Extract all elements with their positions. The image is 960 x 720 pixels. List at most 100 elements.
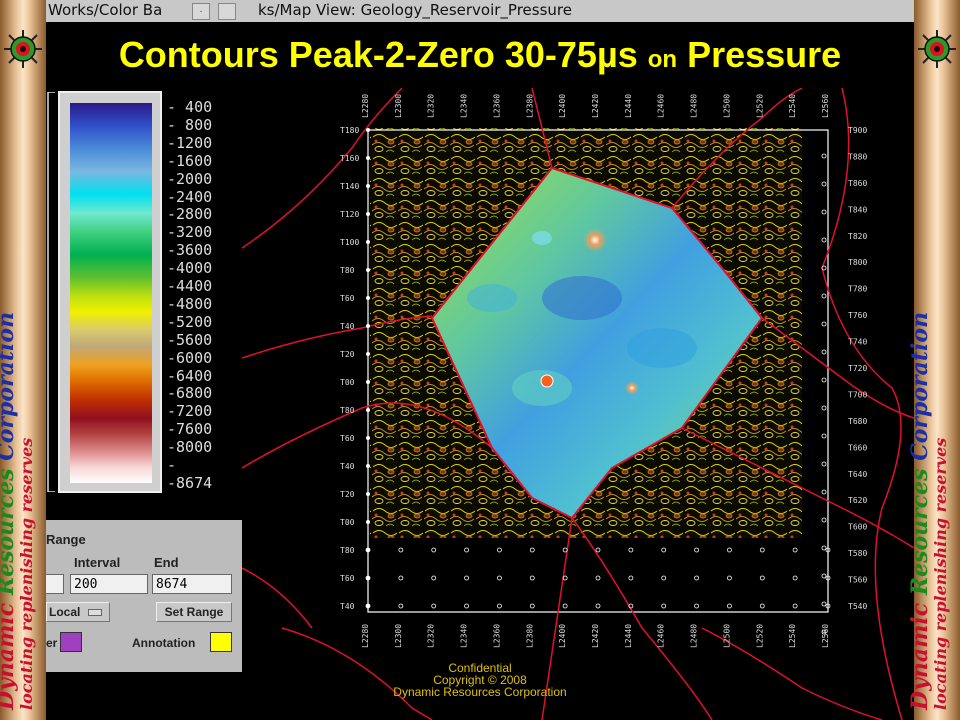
trace-label: T120: [340, 210, 359, 219]
colorbar-tick-label: -8000: [167, 438, 213, 457]
colorbar-tick-label: - 400: [167, 98, 213, 116]
contour-color-swatch[interactable]: [60, 632, 82, 652]
grid-point: [562, 603, 568, 609]
line-label: L2480: [690, 624, 699, 648]
trace-label: T820: [848, 232, 867, 241]
line-label: L2560: [821, 624, 830, 648]
window-title-bar[interactable]: Works/Color Ba · ks/Map View: Geology_Re…: [46, 0, 914, 23]
range-title: Range: [46, 532, 86, 547]
trace-label: T40: [340, 322, 355, 331]
grid-point: [821, 545, 827, 551]
trace-label: T20: [340, 490, 355, 499]
grid-point: [366, 520, 370, 524]
end-label: End: [154, 555, 179, 570]
grid-point: [366, 156, 370, 160]
grid-point: [366, 352, 370, 356]
line-label: L2460: [657, 94, 666, 118]
start-input[interactable]: [46, 574, 64, 594]
colorbar-window-title: Works/Color Ba: [48, 1, 163, 19]
grid-points: [365, 128, 831, 635]
grid-point: [366, 492, 370, 496]
grid-point: [595, 547, 601, 553]
grid-point: [821, 153, 827, 159]
trace-label: T600: [848, 523, 867, 532]
grid-point: [759, 603, 765, 609]
line-label: L2420: [591, 94, 600, 118]
trace-label: T40: [340, 602, 355, 611]
grid-point: [792, 575, 798, 581]
colorbar-tick-label: -6800: [167, 384, 213, 403]
scope-select[interactable]: Local: [46, 602, 110, 622]
line-label: L2360: [492, 94, 501, 118]
grid-point: [464, 603, 469, 609]
trace-label: T900: [848, 126, 867, 135]
grid-point: [792, 547, 798, 553]
grid-point: [366, 436, 370, 440]
scope-select-value: Local: [49, 605, 81, 619]
grid-point: [825, 575, 831, 581]
grid-point: [366, 604, 370, 608]
line-label: L2320: [427, 624, 436, 648]
set-range-button[interactable]: Set Range: [156, 602, 232, 622]
grid-point: [821, 405, 827, 411]
grid-point: [398, 547, 404, 553]
brand-tagline: locating replenishing reserves: [931, 437, 950, 710]
grid-point: [366, 548, 370, 552]
trace-label: T720: [848, 364, 867, 373]
colorbar-tick-label: -7200: [167, 402, 213, 421]
grid-point: [366, 380, 370, 384]
window-minimize-button[interactable]: [218, 3, 236, 20]
interval-input[interactable]: 200: [70, 574, 148, 594]
grid-point: [821, 321, 827, 327]
grid-point: [727, 575, 732, 581]
grid-point: [366, 268, 370, 272]
grid-point: [821, 461, 827, 467]
trace-label: T00: [340, 378, 355, 387]
colorbar-tick-label: -4000: [167, 259, 213, 278]
grid-point: [497, 547, 502, 553]
colorbar-tick-label: -1600: [167, 151, 213, 170]
grid-point: [821, 433, 827, 439]
line-label: L2360: [492, 624, 501, 648]
grid-point: [398, 603, 404, 609]
colorbar-tick-label: -: [167, 456, 177, 474]
grid-point: [562, 575, 568, 581]
line-label: L2420: [591, 624, 600, 648]
grid-point: [529, 547, 535, 553]
line-label: L2280: [361, 624, 370, 648]
window-menu-button[interactable]: ·: [192, 3, 210, 20]
line-labels-left: T180 T160 T140 T120 T100 T80 T60 T40 T20 T00 T80 T6…: [340, 126, 359, 611]
annotation-color-swatch[interactable]: [210, 632, 232, 652]
grid-point: [595, 575, 601, 581]
map-window-title: ks/Map View: Geology_Reservoir_Pressure: [258, 1, 572, 19]
colorbar-tick-label: -6000: [167, 348, 213, 367]
grid-point: [661, 547, 667, 553]
grid-point: [431, 547, 437, 553]
colorbar-tick-label: - 800: [167, 115, 213, 134]
trace-label: T540: [848, 602, 867, 611]
trace-label: T660: [848, 443, 867, 452]
trace-label: T80: [340, 546, 355, 555]
grid-point: [694, 575, 699, 581]
line-label: L2380: [525, 94, 534, 118]
map-view[interactable]: L2280 L2300 L2320 L2340 L2360 L2380 L2400 L2420…: [242, 88, 914, 720]
trace-label: T00: [340, 518, 355, 527]
grid-point: [821, 629, 827, 635]
annotation-label: Annotation: [132, 636, 196, 650]
grid-point: [694, 603, 699, 609]
trace-label: T620: [848, 496, 867, 505]
trace-label: T40: [340, 462, 355, 471]
trace-label: T640: [848, 470, 867, 479]
grid-point: [366, 324, 370, 328]
grid-point: [529, 603, 535, 609]
footer-copyright: Copyright © 2008: [433, 673, 527, 687]
grid-point: [431, 575, 437, 581]
colorbar-tick-label: -2000: [167, 169, 213, 188]
grid-point: [529, 575, 535, 581]
end-input[interactable]: 8674: [152, 574, 232, 594]
grid-point: [821, 237, 827, 243]
reservoir-polygon: [430, 166, 764, 520]
grid-point: [365, 603, 371, 609]
line-label: L2460: [657, 624, 666, 648]
line-label: L2320: [427, 94, 436, 118]
